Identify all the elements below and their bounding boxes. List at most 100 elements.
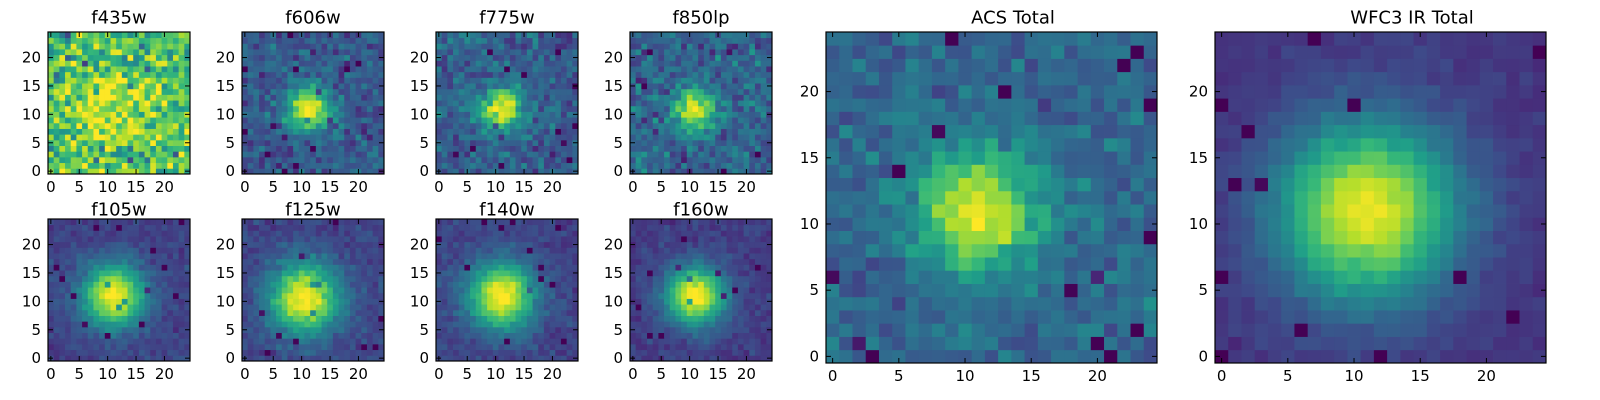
pixel-cell: [104, 117, 111, 124]
pixel-cell: [70, 304, 77, 311]
pixel-cell: [709, 54, 716, 61]
pixel-cell: [436, 315, 443, 322]
pixel-cell: [566, 343, 573, 351]
pixel-cell: [458, 100, 465, 107]
pixel-cell: [87, 156, 94, 164]
pixel-cell: [247, 343, 254, 351]
pixel-cell: [720, 139, 727, 146]
pixel-cell: [703, 292, 710, 299]
pixel-cell: [53, 230, 60, 237]
pixel-cell: [167, 219, 174, 226]
pixel-cell: [167, 134, 174, 141]
pixel-cell: [630, 43, 637, 50]
y-tick-label: 0: [225, 349, 235, 367]
pixel-cell: [532, 94, 539, 101]
pixel-cell: [99, 43, 106, 50]
pixel-cell: [692, 128, 699, 135]
pixel-cell: [732, 128, 739, 135]
pixel-cell: [161, 105, 168, 112]
pixel-cell: [475, 54, 482, 61]
pixel-cell: [293, 105, 300, 112]
pixel-cell: [104, 83, 111, 90]
pixel-cell: [470, 77, 477, 84]
pixel-cell: [487, 241, 494, 248]
pixel-cell: [492, 236, 499, 243]
pixel-cell: [538, 270, 545, 277]
pixel-cell: [338, 236, 345, 243]
pixel-cell: [293, 66, 300, 73]
pixel-cell: [675, 338, 682, 345]
pixel-cell: [281, 309, 288, 316]
pixel-cell: [521, 321, 528, 328]
pixel-cell: [675, 105, 682, 112]
pixel-cell: [270, 128, 277, 135]
pixel-cell: [304, 219, 311, 226]
pixel-cell: [453, 37, 460, 44]
pixel-cell: [87, 292, 94, 299]
pixel-cell: [167, 117, 174, 124]
pixel-cell: [133, 122, 140, 129]
pixel-cell: [82, 168, 89, 175]
pixel-cell: [453, 117, 460, 124]
pixel-cell: [82, 219, 89, 226]
pixel-cell: [366, 100, 374, 107]
pixel-cell: [310, 219, 317, 226]
pixel-cell: [664, 71, 671, 78]
pixel-cell: [338, 156, 345, 164]
pixel-cell: [652, 338, 659, 345]
pixel-cell: [304, 168, 311, 175]
pixel-cell: [549, 332, 556, 339]
pixel-cell: [355, 304, 362, 311]
pixel-cell: [349, 258, 356, 265]
pixel-cell: [110, 219, 117, 226]
pixel-cell: [110, 315, 117, 322]
pixel-cell: [372, 287, 379, 294]
pixel-cell: [178, 128, 185, 135]
pixel-cell: [167, 105, 174, 112]
pixel-cell: [555, 270, 562, 277]
pixel-cell: [492, 241, 499, 248]
pixel-cell: [458, 37, 465, 44]
pixel-cell: [669, 111, 676, 118]
pixel-cell: [698, 139, 705, 146]
pixel-cell: [743, 321, 750, 328]
pixel-cell: [99, 287, 106, 294]
pixel-cell: [298, 100, 305, 107]
pixel-cell: [99, 162, 106, 169]
pixel-cell: [104, 139, 111, 146]
pixel-cell: [681, 117, 688, 124]
pixel-cell: [184, 60, 191, 67]
pixel-cell: [532, 32, 539, 39]
pixel-cell: [686, 281, 693, 288]
pixel-cell: [293, 253, 300, 260]
pixel-cell: [366, 338, 374, 345]
pixel-cell: [447, 309, 454, 316]
pixel-cell: [692, 343, 699, 351]
pixel-cell: [647, 304, 654, 311]
pixel-cell: [264, 275, 271, 282]
pixel-cell: [87, 139, 94, 146]
pixel-cell: [743, 88, 750, 95]
pixel-cell: [87, 134, 94, 141]
pixel-cell: [304, 355, 311, 362]
panel-title-f775w: f775w: [479, 8, 534, 29]
pixel-cell: [709, 298, 716, 305]
pixel-cell: [87, 37, 94, 44]
pixel-cell: [361, 355, 368, 362]
pixel-cell: [270, 253, 277, 260]
plot-frame: [47, 218, 191, 362]
pixel-cell: [247, 83, 254, 90]
pixel-cell: [538, 94, 545, 101]
pixel-cell: [270, 258, 277, 265]
pixel-cell: [253, 304, 260, 311]
pixel-cell: [572, 145, 579, 152]
pixel-cell: [293, 343, 300, 351]
pixel-cell: [99, 304, 106, 311]
pixel-cell: [144, 247, 151, 254]
pixel-cell: [270, 151, 277, 158]
pixel-cell: [453, 43, 460, 50]
pixel-cell: [458, 224, 465, 231]
pixel-cell: [686, 270, 693, 277]
pixel-cell: [338, 355, 345, 362]
pixel-cell: [686, 326, 693, 333]
